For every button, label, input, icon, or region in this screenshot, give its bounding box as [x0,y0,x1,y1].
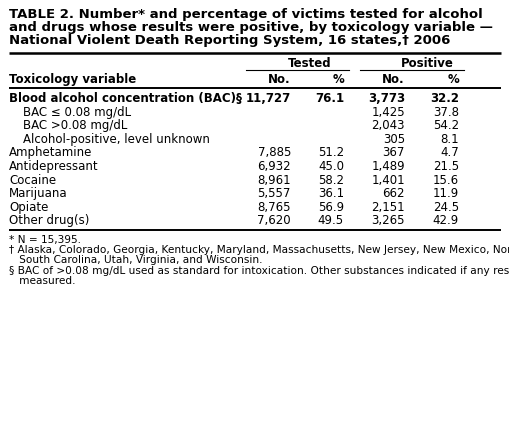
Text: 1,489: 1,489 [371,160,404,173]
Text: 51.2: 51.2 [317,146,344,159]
Text: 3,265: 3,265 [371,214,404,228]
Text: Marijuana: Marijuana [9,187,68,200]
Text: BAC >0.08 mg/dL: BAC >0.08 mg/dL [23,119,127,132]
Text: 36.1: 36.1 [317,187,344,200]
Text: Opiate: Opiate [9,201,48,214]
Text: 3,773: 3,773 [367,92,404,105]
Text: BAC ≤ 0.08 mg/dL: BAC ≤ 0.08 mg/dL [23,105,131,119]
Text: 11.9: 11.9 [432,187,458,200]
Text: 1,425: 1,425 [371,105,404,119]
Text: Cocaine: Cocaine [9,174,56,187]
Text: measured.: measured. [9,276,75,286]
Text: No.: No. [268,73,291,86]
Text: South Carolina, Utah, Virginia, and Wisconsin.: South Carolina, Utah, Virginia, and Wisc… [9,255,262,265]
Text: 56.9: 56.9 [317,201,344,214]
Text: § BAC of >0.08 mg/dL used as standard for intoxication. Other substances indicat: § BAC of >0.08 mg/dL used as standard fo… [9,265,509,276]
Text: 37.8: 37.8 [432,105,458,119]
Text: † Alaska, Colorado, Georgia, Kentucky, Maryland, Massachusetts, New Jersey, New : † Alaska, Colorado, Georgia, Kentucky, M… [9,245,509,255]
Text: 7,885: 7,885 [257,146,291,159]
Text: 15.6: 15.6 [432,174,458,187]
Text: Alcohol-positive, level unknown: Alcohol-positive, level unknown [23,133,210,146]
Text: National Violent Death Reporting System, 16 states,† 2006: National Violent Death Reporting System,… [9,34,449,47]
Text: 4.7: 4.7 [439,146,458,159]
Text: 7,620: 7,620 [257,214,291,228]
Text: 2,043: 2,043 [371,119,404,132]
Text: Tested: Tested [287,57,331,70]
Text: %: % [331,73,344,86]
Text: Antidepressant: Antidepressant [9,160,98,173]
Text: 8,961: 8,961 [257,174,291,187]
Text: 5,557: 5,557 [257,187,291,200]
Text: Other drug(s): Other drug(s) [9,214,89,228]
Text: TABLE 2. Number* and percentage of victims tested for alcohol: TABLE 2. Number* and percentage of victi… [9,8,482,21]
Text: Toxicology variable: Toxicology variable [9,73,136,86]
Text: %: % [446,73,458,86]
Text: 1,401: 1,401 [371,174,404,187]
Text: 11,727: 11,727 [245,92,291,105]
Text: 76.1: 76.1 [314,92,344,105]
Text: 21.5: 21.5 [432,160,458,173]
Text: 32.2: 32.2 [429,92,458,105]
Text: Blood alcohol concentration (BAC)§: Blood alcohol concentration (BAC)§ [9,92,242,105]
Text: Amphetamine: Amphetamine [9,146,92,159]
Text: 8.1: 8.1 [439,133,458,146]
Text: and drugs whose results were positive, by toxicology variable —: and drugs whose results were positive, b… [9,21,492,34]
Text: 662: 662 [382,187,404,200]
Text: 45.0: 45.0 [318,160,344,173]
Text: 6,932: 6,932 [257,160,291,173]
Text: 8,765: 8,765 [257,201,291,214]
Text: Positive: Positive [400,57,453,70]
Text: 24.5: 24.5 [432,201,458,214]
Text: 58.2: 58.2 [318,174,344,187]
Text: 367: 367 [382,146,404,159]
Text: 54.2: 54.2 [432,119,458,132]
Text: 42.9: 42.9 [432,214,458,228]
Text: 2,151: 2,151 [371,201,404,214]
Text: 305: 305 [382,133,404,146]
Text: No.: No. [382,73,404,86]
Text: * N = 15,395.: * N = 15,395. [9,235,81,245]
Text: 49.5: 49.5 [317,214,344,228]
